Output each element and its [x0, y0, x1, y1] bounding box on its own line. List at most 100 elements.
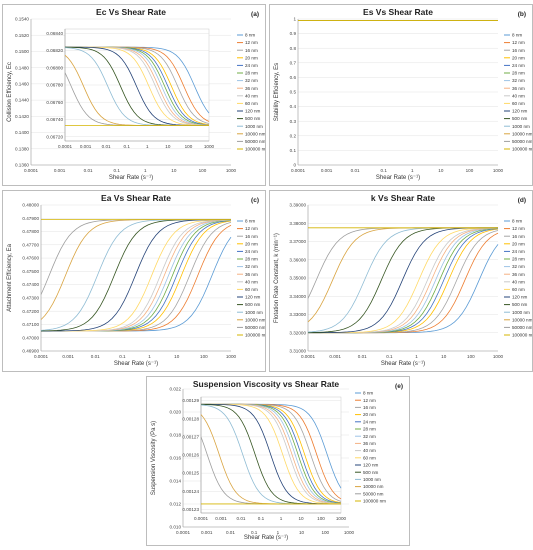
legend-entry: 40 nm	[512, 93, 525, 98]
legend-entry: 100000 nm	[245, 333, 265, 338]
outer-x-tick-label: 0.001	[54, 168, 66, 173]
outer-series-line	[308, 227, 499, 334]
outer-series-line	[307, 227, 498, 299]
legend-entry: 36 nm	[245, 86, 258, 91]
outer-x-tick-label: 0.001	[321, 168, 333, 173]
inset-y-tick-label: 0.00126	[182, 453, 199, 458]
legend-entry: 50000 nm	[245, 139, 265, 144]
outer-y-tick-label: 0.47800	[22, 229, 39, 234]
outer-y-tick-label: 0.47900	[22, 216, 39, 221]
legend-entry: 36 nm	[512, 272, 525, 277]
outer-x-tick-label: 100	[199, 168, 207, 173]
legend-entry: 20 nm	[245, 55, 258, 60]
outer-x-tick-label: 1000	[226, 354, 237, 359]
outer-series-line	[41, 224, 232, 332]
legend-entry: 500 nm	[245, 116, 260, 121]
inset-x-tick-label: 100	[317, 516, 325, 521]
outer-y-tick-label: 0.1	[290, 148, 297, 153]
legend-entry: 50000 nm	[245, 325, 265, 330]
outer-series-line	[308, 227, 499, 334]
inset-y-tick-label: 0.00123	[182, 507, 199, 512]
outer-series-line	[41, 236, 232, 332]
outer-x-tick-label: 0.01	[91, 354, 100, 359]
legend-entry: 32 nm	[363, 434, 376, 439]
chart-ec: Ec Vs Shear Rate (a) 0.1360 0.1380 0.1400 0.1…	[7, 7, 265, 181]
outer-series-line	[41, 219, 232, 332]
outer-x-tick-label: 1000	[344, 530, 355, 535]
outer-y-tick-label: 0.1380	[15, 146, 29, 151]
legend-entry: 10000 nm	[363, 484, 384, 489]
legend-entry: 10000 nm	[245, 131, 265, 136]
legend-entry: 60 nm	[512, 287, 525, 292]
outer-y-tick-label: 0.6	[290, 75, 297, 80]
chart-title: k Vs Shear Rate	[371, 193, 436, 203]
outer-x-tick-label: 0.001	[329, 354, 341, 359]
panel-label: (c)	[251, 197, 259, 204]
chart-title: Suspension Viscosity vs Shear Rate	[193, 379, 340, 389]
legend-entry: 60 nm	[512, 101, 525, 106]
outer-y-tick-label: 0.9	[290, 31, 297, 36]
outer-x-tick-label: 0.0001	[34, 354, 48, 359]
outer-series-line	[308, 244, 499, 334]
x-axis-label: Shear Rate (s⁻¹)	[114, 361, 158, 367]
outer-y-tick-label: 3.34000	[289, 294, 306, 299]
outer-y-tick-label: 0.1360	[15, 163, 29, 168]
outer-y-tick-label: 0.1500	[15, 49, 29, 54]
outer-series-line	[41, 220, 232, 332]
chart-title: Ec Vs Shear Rate	[96, 7, 166, 17]
legend-entry: 120 nm	[363, 463, 378, 468]
panel-label: (d)	[518, 197, 526, 204]
legend-entry: 12 nm	[363, 398, 376, 403]
legend-entry: 120 nm	[512, 295, 527, 300]
x-axis-label: Shear Rate (s⁻¹)	[381, 361, 425, 367]
outer-y-tick-label: 0.012	[170, 502, 182, 507]
inset-x-tick-label: 1000	[336, 516, 347, 521]
legend-entry: 16 nm	[512, 234, 525, 239]
outer-y-tick-label: 0.47400	[22, 282, 39, 287]
y-axis-label: Collision Efficiency, Ec	[7, 62, 13, 122]
legend-entry: 16 nm	[245, 48, 258, 53]
outer-series-line	[41, 222, 232, 332]
outer-y-tick-label: 0.4	[290, 104, 297, 109]
legend-entry: 24 nm	[512, 249, 525, 254]
legend-entry: 12 nm	[245, 226, 258, 231]
outer-y-tick-label: 0.010	[170, 525, 182, 530]
legend-entry: 36 nm	[363, 441, 376, 446]
legend-entry: 10000 nm	[512, 131, 532, 136]
outer-y-tick-label: 0.018	[170, 433, 182, 438]
inset-x-tick-label: 0.0001	[194, 516, 208, 521]
legend-entry: 20 nm	[512, 55, 525, 60]
x-axis-label: Shear Rate (s⁻¹)	[244, 535, 288, 541]
outer-y-tick-label: 0.47000	[22, 335, 39, 340]
outer-x-tick-label: 1000	[493, 354, 504, 359]
panel-e: Suspension Viscosity vs Shear Rate (e) 0.0…	[146, 376, 410, 546]
outer-x-tick-label: 10	[299, 530, 305, 535]
legend-entry: 500 nm	[512, 116, 527, 121]
outer-y-tick-label: 0.022	[170, 387, 182, 392]
outer-series-line	[308, 232, 499, 334]
outer-y-tick-label: 3.33000	[289, 312, 306, 317]
legend-entry: 32 nm	[245, 78, 258, 83]
chart-es: Es Vs Shear Rate (b) 0 0.1 0.2 0.3 0.4 0.5 0.6 0.…	[274, 7, 532, 181]
legend-entry: 10000 nm	[512, 317, 532, 322]
inset-y-tick-label: 0.06720	[46, 134, 63, 139]
legend-entry: 1000 nm	[512, 310, 530, 315]
inset-x-tick-label: 0.1	[124, 144, 131, 149]
legend-entry: 100000 nm	[245, 147, 265, 152]
outer-series-line	[40, 219, 231, 331]
legend-entry: 100000 nm	[512, 333, 532, 338]
outer-y-tick-label: 0.1440	[15, 98, 29, 103]
inset-x-tick-label: 0.01	[237, 516, 246, 521]
inset-y-tick-label: 0.00125	[182, 471, 199, 476]
outer-x-tick-label: 1000	[226, 168, 237, 173]
outer-x-tick-label: 100	[466, 168, 474, 173]
outer-series-line	[307, 227, 498, 333]
x-axis-label: Shear Rate (s⁻¹)	[376, 175, 420, 181]
inset-y-tick-label: 0.00124	[182, 489, 199, 494]
outer-y-tick-label: 1	[293, 17, 296, 22]
y-axis-label: Attachment Efficiency, Ea	[7, 243, 13, 311]
outer-series-line	[308, 230, 499, 334]
outer-x-tick-label: 0.1	[386, 354, 393, 359]
outer-x-tick-label: 0.0001	[24, 168, 38, 173]
legend-entry: 8 nm	[363, 391, 373, 396]
